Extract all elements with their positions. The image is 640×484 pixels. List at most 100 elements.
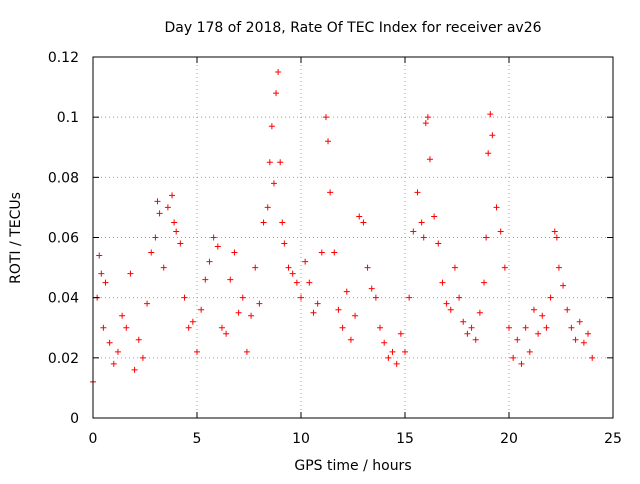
data-point <box>551 228 558 235</box>
data-point <box>447 306 454 313</box>
data-point <box>127 270 134 277</box>
data-point <box>119 312 126 319</box>
data-point <box>285 264 292 271</box>
y-tick-label: 0.12 <box>48 50 79 66</box>
data-point <box>339 324 346 331</box>
data-point <box>506 324 512 331</box>
data-point <box>268 123 275 130</box>
data-point <box>414 189 421 196</box>
data-point <box>410 228 417 235</box>
y-tick-labels: 0 0.02 0.04 0.06 0.08 0.1 0.12 <box>48 50 79 427</box>
x-tick-label: 10 <box>292 431 310 447</box>
data-point <box>314 300 321 307</box>
data-point <box>273 90 280 97</box>
data-point <box>589 354 596 361</box>
y-tick-label: 0.02 <box>48 351 79 367</box>
data-point <box>131 366 138 373</box>
data-point <box>306 279 313 286</box>
data-point <box>547 294 554 301</box>
data-point <box>194 348 200 355</box>
data-point <box>418 219 425 226</box>
data-point <box>514 336 521 343</box>
data-point <box>139 354 146 361</box>
data-point <box>535 330 542 337</box>
data-point <box>202 276 209 283</box>
data-point <box>102 279 109 286</box>
data-point <box>293 279 300 286</box>
data-point <box>235 309 242 316</box>
x-tick-label: 15 <box>396 431 414 447</box>
data-point <box>397 330 404 337</box>
data-point <box>347 336 354 343</box>
data-point <box>264 204 271 211</box>
data-point <box>501 264 508 271</box>
data-point <box>377 324 384 331</box>
data-point <box>318 249 325 256</box>
data-point <box>114 348 121 355</box>
data-point <box>456 294 463 301</box>
data-point <box>310 309 317 316</box>
data-point <box>485 150 492 157</box>
data-point <box>223 330 230 337</box>
data-point <box>189 318 196 325</box>
x-tick-label: 20 <box>500 431 518 447</box>
data-point <box>560 282 567 289</box>
data-point <box>431 213 438 220</box>
data-point <box>110 360 117 367</box>
data-point <box>327 189 334 196</box>
data-point <box>298 294 304 301</box>
data-point <box>487 111 494 118</box>
x-axis-label: GPS time / hours <box>294 458 411 474</box>
data-point <box>185 324 192 331</box>
data-point <box>206 258 213 265</box>
data-point <box>481 279 488 286</box>
data-point <box>526 348 533 355</box>
y-tick-label: 0.04 <box>48 291 79 307</box>
data-point <box>214 243 221 250</box>
data-point <box>279 219 286 226</box>
data-point <box>252 264 259 271</box>
data-point <box>543 324 550 331</box>
data-point <box>381 339 388 346</box>
data-point <box>96 252 103 259</box>
data-point <box>322 114 329 121</box>
data-point <box>389 348 396 355</box>
data-point <box>483 234 490 241</box>
data-point <box>154 198 161 205</box>
y-tick-label: 0 <box>70 411 79 427</box>
data-point <box>169 192 176 199</box>
data-point <box>173 228 180 235</box>
data-point <box>393 360 400 367</box>
data-point <box>164 204 171 211</box>
data-point <box>270 180 277 187</box>
data-point <box>227 276 234 283</box>
data-point <box>439 279 446 286</box>
data-point <box>553 234 560 241</box>
data-point <box>218 324 225 331</box>
data-point <box>422 120 429 127</box>
data-point <box>281 240 288 247</box>
data-point <box>260 219 267 226</box>
data-point <box>100 324 107 331</box>
data-point <box>356 213 363 220</box>
y-tick-label: 0.06 <box>48 231 79 247</box>
data-points <box>90 69 596 385</box>
data-point <box>198 306 205 313</box>
data-point <box>266 159 273 166</box>
data-point <box>343 288 350 295</box>
data-point <box>476 309 483 316</box>
data-point <box>123 324 130 331</box>
x-tick-label: 25 <box>604 431 622 447</box>
data-point <box>451 264 458 271</box>
y-tick-label: 0.08 <box>48 170 79 186</box>
x-tick-labels: 0 5 10 15 20 25 <box>89 431 622 447</box>
data-point <box>468 324 475 331</box>
data-point <box>302 258 309 265</box>
data-point <box>160 264 167 271</box>
data-point <box>424 114 431 121</box>
data-point <box>181 294 188 301</box>
data-point <box>435 240 442 247</box>
data-point <box>275 69 282 76</box>
